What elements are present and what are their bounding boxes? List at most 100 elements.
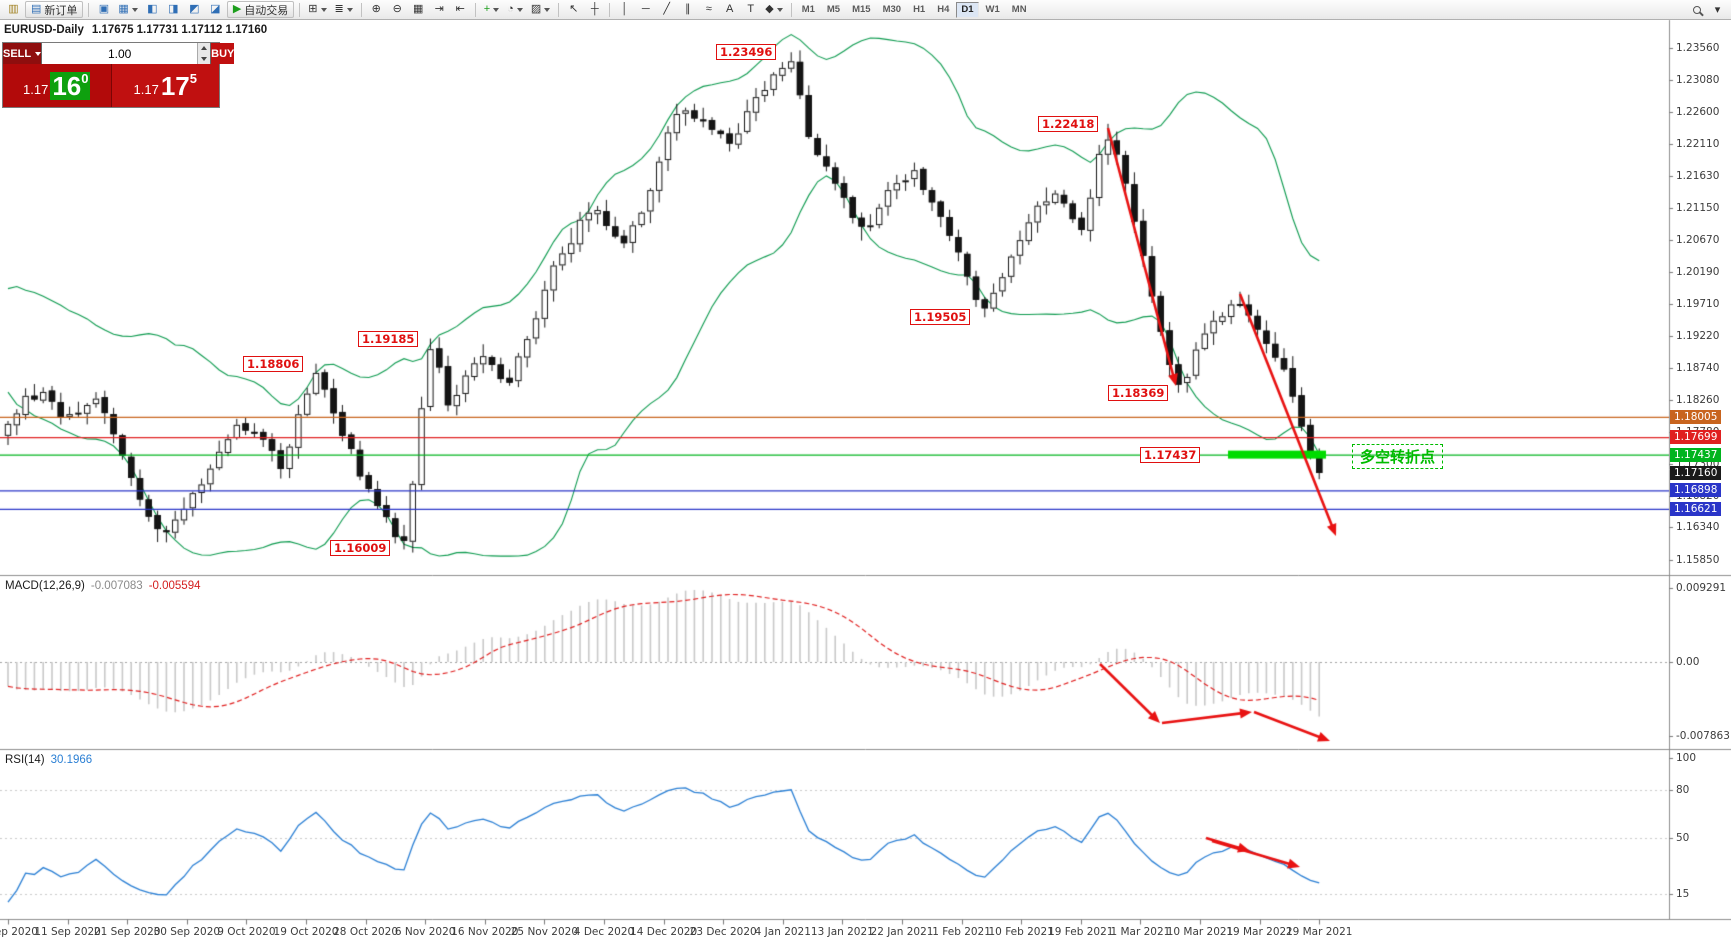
vertical-line-icon[interactable]: │ xyxy=(615,1,634,18)
terminal-icon[interactable]: ◪ xyxy=(206,1,225,18)
price-annotation-label[interactable]: 1.16009 xyxy=(330,540,391,556)
timeframe-m30-button[interactable]: M30 xyxy=(878,2,906,18)
sell-price[interactable]: 1.17 16 0 xyxy=(3,64,112,107)
terminal-icon-glyph: ◪ xyxy=(210,3,221,15)
new-chart-icon-glyph: ⊞ xyxy=(308,3,318,15)
dropdown-caret-icon xyxy=(320,7,327,12)
horizontal-line-icon[interactable]: ─ xyxy=(636,1,655,18)
timeframe-m5-button[interactable]: M5 xyxy=(822,2,845,18)
price-annotation-label[interactable]: 1.19505 xyxy=(910,309,971,325)
timeframe-w1-button[interactable]: W1 xyxy=(981,2,1005,18)
periods-icon-glyph: ◔ xyxy=(507,3,514,15)
text-icon[interactable]: A xyxy=(720,1,739,18)
charts-bar-icon[interactable]: ▥ xyxy=(4,1,23,18)
toolbar-right-cluster: ▾ xyxy=(1686,1,1728,18)
timeframe-m1-button[interactable]: M1 xyxy=(797,2,820,18)
timeframe-mn-button[interactable]: MN xyxy=(1007,2,1032,18)
crosshair-icon[interactable]: ┼ xyxy=(585,1,604,18)
sell-button[interactable]: SELL xyxy=(3,43,42,64)
cursor-icon[interactable]: ↖ xyxy=(564,1,583,18)
channel-icon[interactable]: ∥ xyxy=(678,1,697,18)
periods-icon[interactable]: ◔ xyxy=(504,1,526,18)
chart-shift-icon[interactable]: ⇤ xyxy=(451,1,470,18)
charts-bar-icon-glyph: ▥ xyxy=(8,3,19,15)
main-toolbar: ▥ ▤ 新订单 ▣ ▦ ◧ ◨ ◩ ◪ ▶ 自动交易 ⊞ ≣ ⊕ ⊖ ▦ ⇥ ⇤ + ◔ ▨ ↖ ┼ │ ─ ╱ ∥ ≈ A T ◆ M1 M5… xyxy=(0,0,1731,20)
buy-button[interactable]: BUY xyxy=(211,43,235,64)
price-axis-label: 1.23560 xyxy=(1676,42,1720,54)
buy-price-group: 17 5 xyxy=(160,70,197,101)
date-axis-label: 22 Jan 2021 xyxy=(870,926,934,938)
rsi-value: 30.1966 xyxy=(50,754,93,766)
rsi-scale-label: 80 xyxy=(1676,784,1690,796)
text-icon-glyph: A xyxy=(726,3,734,15)
price-tag-1.17699: 1.17699 xyxy=(1670,430,1722,445)
macd-value: -0.007083 xyxy=(90,580,143,592)
turning-point-note[interactable]: 多空转折点 xyxy=(1352,444,1444,469)
search-icon[interactable] xyxy=(1687,1,1706,18)
toolbar-options-icon[interactable]: ▾ xyxy=(1708,1,1727,18)
buy-price-big: 17 xyxy=(160,70,190,101)
chart-profiles-icon[interactable]: ≣ xyxy=(332,1,356,18)
dropdown-caret-icon xyxy=(131,7,138,12)
rsi-scale-label: 100 xyxy=(1676,752,1697,764)
price-annotation-label[interactable]: 1.23496 xyxy=(716,44,777,60)
templates-icon-glyph: ▨ xyxy=(530,3,542,15)
one-click-trading-panel: SELL BUY 1.17 160 1.17 175 xyxy=(2,42,235,108)
zoom-out-icon[interactable]: ⊖ xyxy=(388,1,407,18)
data-window-icon[interactable]: ◨ xyxy=(164,1,183,18)
volume-input[interactable] xyxy=(42,43,198,64)
price-axis-label: 1.18740 xyxy=(1676,362,1720,375)
price-annotation-label[interactable]: 1.22418 xyxy=(1038,116,1099,132)
new-order-button[interactable]: ▤ 新订单 xyxy=(25,1,84,18)
macd-signal-value: -0.005594 xyxy=(148,580,201,592)
chart-profiles-icon-glyph: ≣ xyxy=(334,3,344,15)
auto-scroll-icon[interactable]: ⇥ xyxy=(430,1,449,18)
tile-windows-icon[interactable]: ▦ xyxy=(409,1,428,18)
timeframe-h1-button[interactable]: H1 xyxy=(908,2,930,18)
rsi-scale-label: 15 xyxy=(1676,888,1690,900)
indicators-add-icon[interactable]: + xyxy=(481,1,502,18)
label-icon[interactable]: T xyxy=(741,1,760,18)
trendline-icon[interactable]: ╱ xyxy=(657,1,676,18)
price-annotation-label[interactable]: 1.17437 xyxy=(1140,447,1201,463)
tile-windows-icon-glyph: ▦ xyxy=(413,3,424,15)
timeframe-d1-button[interactable]: D1 xyxy=(956,1,979,18)
price-axis-label: 1.18260 xyxy=(1676,393,1720,406)
date-axis-label: 4 Dec 2020 xyxy=(573,926,635,938)
data-window-icon-glyph: ◨ xyxy=(168,3,179,15)
chart-cascade-icon-glyph: ▣ xyxy=(98,3,110,15)
fibonacci-icon[interactable]: ≈ xyxy=(699,1,718,18)
new-chart-icon[interactable]: ⊞ xyxy=(305,1,329,18)
market-watch-icon[interactable]: ◧ xyxy=(143,1,162,18)
timeframe-h4-button[interactable]: H4 xyxy=(932,2,954,18)
zoom-in-icon[interactable]: ⊕ xyxy=(367,1,386,18)
crosshair-icon-glyph: ┼ xyxy=(590,3,599,15)
price-annotation-label[interactable]: 1.18806 xyxy=(243,356,304,372)
auto-trading-button[interactable]: ▶ 自动交易 xyxy=(226,1,295,18)
navigator-icon-glyph: ◩ xyxy=(189,3,200,15)
buy-price[interactable]: 1.17 17 5 xyxy=(111,64,219,107)
price-axis-label: 1.21150 xyxy=(1676,202,1720,215)
dropdown-caret-icon xyxy=(493,7,500,12)
price-annotation-label[interactable]: 1.19185 xyxy=(358,331,419,347)
price-annotation-label[interactable]: 1.18369 xyxy=(1108,385,1169,401)
vertical-line-icon-glyph: │ xyxy=(621,3,629,15)
chart-cascade-icon[interactable]: ▣ xyxy=(94,1,113,18)
date-axis-label: 25 Nov 2020 xyxy=(510,926,579,938)
auto-trading-button-label: 自动交易 xyxy=(244,4,289,17)
macd-label: MACD(12,26,9) xyxy=(5,580,85,592)
macd-scale-label: 0.00 xyxy=(1676,656,1700,668)
navigator-icon[interactable]: ◩ xyxy=(185,1,204,18)
price-tag-1.17437: 1.17437 xyxy=(1670,447,1722,462)
date-axis-label: 19 Mar 2021 xyxy=(1226,926,1293,938)
templates-icon[interactable]: ▨ xyxy=(528,1,553,18)
volume-decrease-button[interactable] xyxy=(198,53,211,64)
date-axis-label: 30 Sep 2020 xyxy=(153,926,221,938)
volume-increase-button[interactable] xyxy=(198,43,211,54)
price-axis-label: 1.21630 xyxy=(1676,170,1720,183)
dropdown-caret-icon xyxy=(544,7,551,12)
shapes-icon[interactable]: ◆ xyxy=(762,1,785,18)
profiles-icon[interactable]: ▦ xyxy=(115,1,140,18)
timeframe-m15-button[interactable]: M15 xyxy=(847,2,875,18)
